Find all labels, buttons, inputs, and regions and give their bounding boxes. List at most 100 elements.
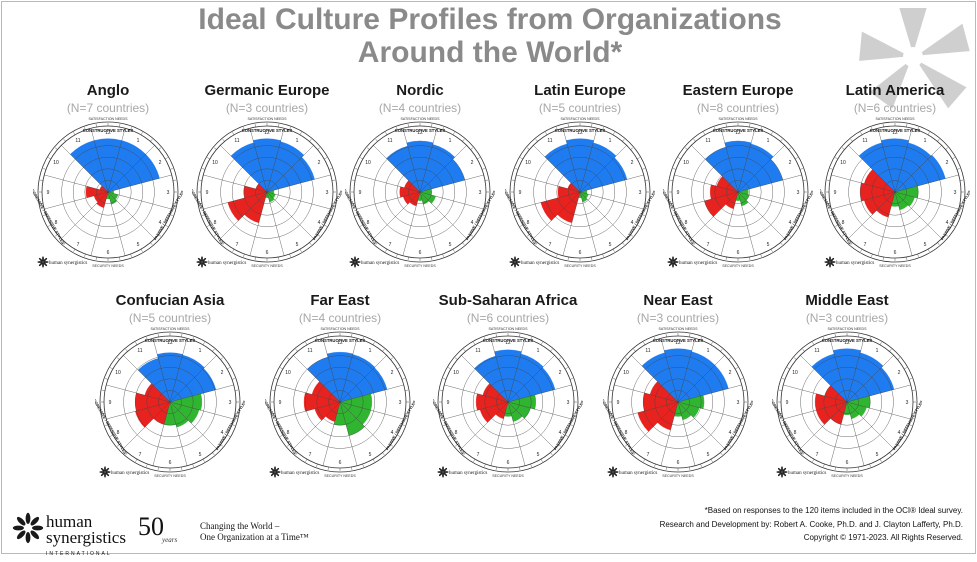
ring-tick xyxy=(481,214,485,216)
ring-tick xyxy=(287,357,290,360)
clock-label: 7 xyxy=(707,242,710,248)
radial-line xyxy=(152,401,171,466)
ring-tick xyxy=(897,357,900,360)
radial-line xyxy=(562,191,581,256)
clock-label: 11 xyxy=(75,138,80,144)
outer-ring xyxy=(99,331,241,473)
ring-tick xyxy=(558,357,561,360)
radial-line xyxy=(419,191,438,256)
grid-circle xyxy=(556,168,604,216)
ring-tick xyxy=(407,256,409,260)
ring-tick xyxy=(214,234,217,237)
clock-label: 2 xyxy=(318,160,321,166)
ring-tick xyxy=(889,349,892,352)
region-sample-size: (N=4 countries) xyxy=(298,311,382,325)
grid-circle xyxy=(316,378,364,426)
ring-tick xyxy=(63,242,66,245)
panel-brand-mark xyxy=(99,466,111,478)
ring-tick xyxy=(390,357,393,360)
ring-tick xyxy=(309,139,312,142)
ring-tick xyxy=(858,334,860,338)
ring-tick xyxy=(232,132,235,135)
radial-line xyxy=(737,174,802,193)
clock-label: 12 xyxy=(337,340,343,346)
ring-tick xyxy=(545,249,548,252)
radial-line xyxy=(800,355,848,403)
ring-tick xyxy=(959,203,963,205)
ring-tick xyxy=(222,242,225,245)
ring-tick xyxy=(278,256,280,260)
ring-tick xyxy=(157,334,159,338)
ring-tick xyxy=(231,378,235,380)
clock-label: 5 xyxy=(609,242,612,248)
ring-tick xyxy=(610,413,614,415)
clock-label: 10 xyxy=(115,370,121,376)
clock-label: 8 xyxy=(287,430,290,436)
constructive-styles-label: CONSTRUCTIVE STYLES xyxy=(483,338,534,343)
ring-tick xyxy=(63,139,66,142)
radial-line xyxy=(507,355,555,403)
clock-label: 4 xyxy=(946,220,949,226)
clock-label: 11 xyxy=(645,348,650,354)
ring-tick xyxy=(150,139,153,142)
radial-line xyxy=(846,384,911,403)
radial-line xyxy=(800,401,848,449)
grid-circle xyxy=(385,157,455,227)
ring-tick xyxy=(462,139,465,142)
radial-line xyxy=(737,191,785,239)
clock-label: 10 xyxy=(623,370,629,376)
ring-tick xyxy=(473,342,476,345)
radial-line xyxy=(419,174,484,193)
radial-line xyxy=(631,401,679,449)
grid-circle xyxy=(714,168,762,216)
clock-label: 5 xyxy=(767,242,770,248)
ring-tick xyxy=(869,337,871,341)
clock-label: 9 xyxy=(359,190,362,196)
ring-tick xyxy=(495,334,497,338)
circumplex-panel: Nordic (N=4 countries) 12 1 2 3 4 5 6 7 8 9 10 11 SATI… xyxy=(345,82,495,282)
clock-label: 2 xyxy=(559,370,562,376)
panel-brand-mark xyxy=(667,256,679,268)
ring-tick xyxy=(309,242,312,245)
radial-line xyxy=(373,191,421,239)
radial-line xyxy=(691,145,739,193)
satisfaction-needs-label: SATISFACTION NEEDS xyxy=(658,327,698,331)
clock-label: 1 xyxy=(707,348,710,354)
ring-tick xyxy=(850,242,853,245)
radial-line xyxy=(61,145,109,193)
ring-tick xyxy=(280,434,283,437)
ring-tick xyxy=(644,203,648,205)
ring-tick xyxy=(869,463,871,467)
radial-line xyxy=(293,401,341,449)
radial-line xyxy=(203,174,268,193)
ring-tick xyxy=(572,389,576,391)
clock-label: 9 xyxy=(677,190,680,196)
ring-tick xyxy=(720,349,723,352)
constructive-styles-label: CONSTRUCTIVE STYLES xyxy=(395,128,446,133)
ring-tick xyxy=(234,389,238,391)
clock-label: 3 xyxy=(399,400,402,406)
radial-line xyxy=(579,191,644,210)
ring-tick xyxy=(448,367,451,370)
clock-label: 2 xyxy=(391,370,394,376)
ring-tick xyxy=(135,459,138,462)
radial-line xyxy=(848,191,896,239)
ring-tick xyxy=(830,214,834,216)
radial-line xyxy=(461,355,509,403)
radial-line xyxy=(894,174,959,193)
ring-tick xyxy=(243,253,245,257)
clock-label: 12 xyxy=(675,340,681,346)
ring-tick xyxy=(102,413,106,415)
radial-line xyxy=(266,128,285,193)
ring-tick xyxy=(749,256,751,260)
ring-tick xyxy=(169,214,173,216)
radial-line xyxy=(107,191,172,210)
ring-tick xyxy=(455,357,458,360)
constructive-styles-label: CONSTRUCTIVE STYLES xyxy=(653,338,704,343)
ring-tick xyxy=(714,253,716,257)
satisfaction-needs-label: SATISFACTION NEEDS xyxy=(875,117,915,121)
